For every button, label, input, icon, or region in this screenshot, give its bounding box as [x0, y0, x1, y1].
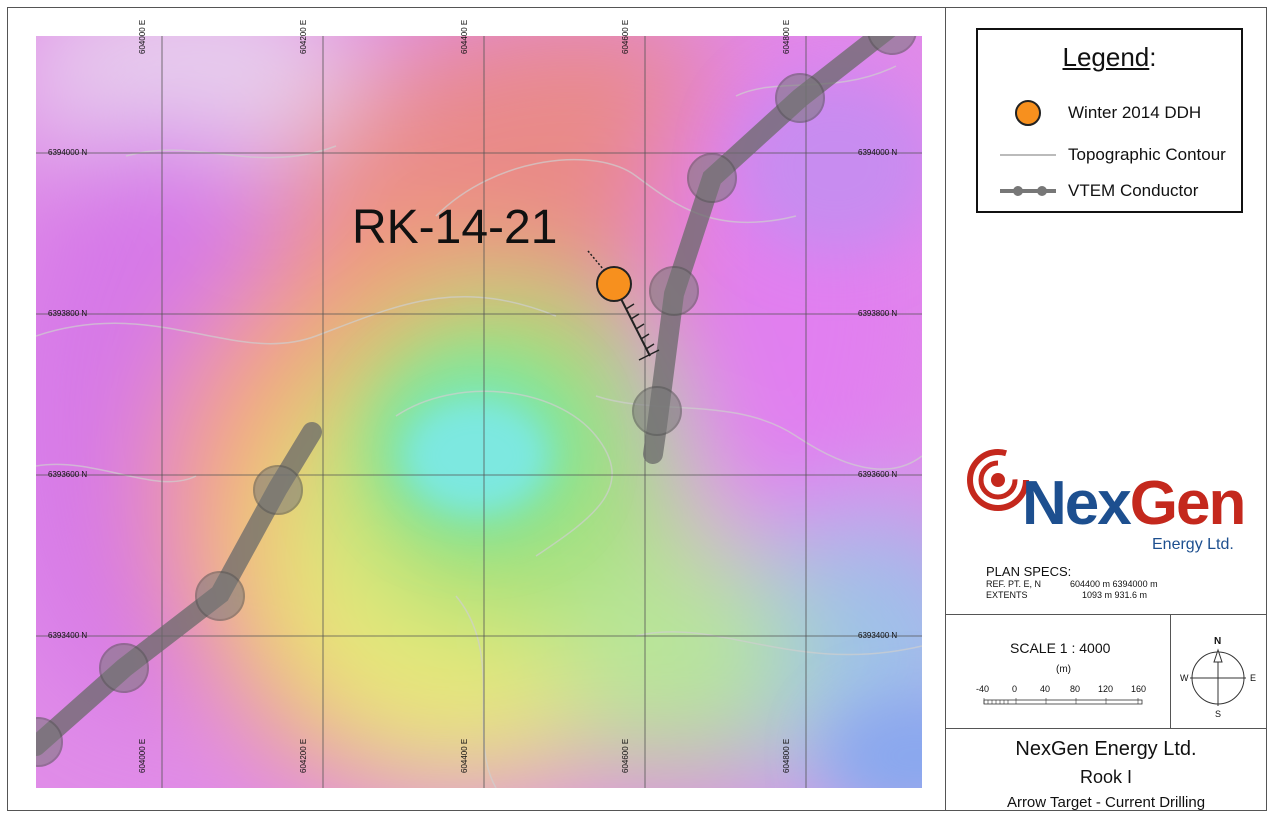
scale-unit: (m) [1056, 664, 1071, 675]
scale-title: SCALE 1 : 4000 [1010, 640, 1111, 656]
vtem-conductor-west[interactable] [36, 422, 322, 767]
grid-label-n-6393800-right: 6393800 N [858, 309, 898, 318]
divider [946, 614, 1266, 615]
conductor-line-icon [1000, 186, 1056, 196]
title-company: NexGen Energy Ltd. [1015, 738, 1197, 760]
topographic-contours [36, 65, 922, 788]
scale-tick-label: 80 [1070, 684, 1081, 694]
vtem-conductor-east[interactable] [632, 36, 917, 464]
compass-e: E [1250, 673, 1257, 683]
map-canvas [36, 36, 922, 788]
grid-label-e-604000-top: 604000 E [138, 19, 147, 54]
grid-label-e-604600-bottom: 604600 E [621, 738, 630, 773]
info-panel [945, 8, 1267, 810]
grid-label-e-604200-bottom: 604200 E [299, 738, 308, 773]
grid-label-e-604600-top: 604600 E [621, 19, 630, 54]
contour-line-icon [1000, 154, 1056, 156]
divider [1170, 614, 1171, 728]
legend-title: Legend: [1062, 42, 1157, 72]
grid-label-e-604200-top: 604200 E [299, 19, 308, 54]
scale-tick-label: 0 [1012, 684, 1018, 694]
drillhole-rk-14-21[interactable] [587, 250, 660, 361]
orange-circle-icon [1015, 100, 1041, 126]
grid-label-n-6394000-left: 6394000 N [48, 148, 88, 157]
scale-tick-label: 40 [1040, 684, 1051, 694]
grid-label-n-6393400-right: 6393400 N [858, 631, 898, 640]
scale-tick-label: 120 [1098, 684, 1114, 694]
compass-s: S [1215, 709, 1222, 719]
legend-box: Legend: Winter 2014 DDH Topographic Cont… [976, 28, 1243, 213]
scale-tick-label: -40 [976, 684, 990, 694]
ref-point-value: 604400 m 6394000 m [1070, 579, 1158, 589]
logo-wordmark: NexGen [1022, 469, 1246, 538]
plan-specs: PLAN SPECS: REF. PT. E, N 604400 m 63940… [986, 564, 1256, 601]
logo-subtitle: Energy Ltd. [1152, 536, 1234, 553]
map-area[interactable]: RK-14-21 [36, 36, 922, 788]
extents-value: 1093 m 931.6 m [1082, 590, 1148, 600]
grid-label-n-6394000-right: 6394000 N [858, 148, 898, 157]
divider [946, 728, 1266, 729]
title-project: Rook I [1079, 767, 1133, 787]
grid-label-e-604800-bottom: 604800 E [782, 738, 791, 773]
map-frame [7, 7, 1267, 811]
grid-label-e-604400-top: 604400 E [460, 19, 469, 54]
grid-label-n-6393600-left: 6393600 N [48, 470, 88, 479]
compass-n: N [1214, 636, 1222, 647]
ref-point-label: REF. PT. E, N [986, 579, 1042, 589]
coordinate-grid [36, 36, 922, 788]
nexgen-logo: NexGen Energy Ltd. [962, 448, 1262, 568]
scale-tick-label: 160 [1131, 684, 1147, 694]
grid-label-e-604800-top: 604800 E [782, 19, 791, 54]
grid-label-n-6393400-left: 6393400 N [48, 631, 88, 640]
extents-label: EXTENTS [986, 590, 1028, 600]
grid-label-e-604000-bottom: 604000 E [138, 738, 147, 773]
title-subtitle: Arrow Target - Current Drilling [1006, 794, 1206, 811]
plan-specs-heading: PLAN SPECS: [986, 564, 1072, 579]
grid-label-n-6393600-right: 6393600 N [858, 470, 898, 479]
grid-label-n-6393800-left: 6393800 N [48, 309, 88, 318]
nexgen-swirl-icon [967, 449, 1029, 511]
scale-bar [983, 698, 1143, 705]
grid-label-e-604400-bottom: 604400 E [460, 738, 469, 773]
north-arrow-icon [1190, 648, 1246, 706]
drillhole-label: RK-14-21 [352, 201, 558, 254]
compass-w: W [1180, 673, 1189, 683]
